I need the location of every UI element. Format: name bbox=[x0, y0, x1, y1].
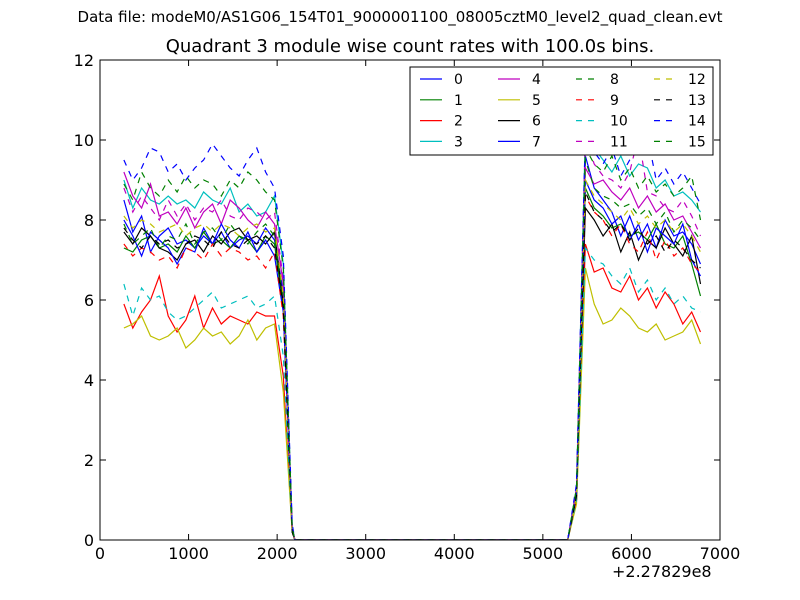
x-tick-label: 6000 bbox=[611, 544, 652, 563]
legend-label-10: 10 bbox=[610, 114, 628, 130]
legend-label-8: 8 bbox=[610, 72, 619, 88]
legend-label-4: 4 bbox=[532, 72, 541, 88]
legend-label-13: 13 bbox=[688, 93, 706, 109]
series-line-15 bbox=[123, 145, 702, 540]
x-tick-label: 2000 bbox=[257, 544, 298, 563]
suptitle: Data file: modeM0/AS1G06_154T01_90000011… bbox=[77, 8, 723, 26]
series-line-4 bbox=[123, 165, 702, 540]
x-tick-label: 7000 bbox=[700, 544, 741, 563]
x-tick-label: 1000 bbox=[168, 544, 209, 563]
legend-label-3: 3 bbox=[454, 134, 463, 150]
y-tick-label: 10 bbox=[74, 131, 94, 150]
x-offset-label: +2.27829e8 bbox=[612, 562, 712, 581]
legend-box bbox=[409, 66, 714, 156]
legend-label-14: 14 bbox=[688, 114, 706, 130]
series-line-9 bbox=[123, 193, 701, 540]
legend-label-0: 0 bbox=[454, 72, 463, 88]
x-tick-label: 3000 bbox=[345, 544, 386, 563]
legend-label-11: 11 bbox=[610, 134, 628, 150]
series-line-13 bbox=[123, 191, 701, 540]
y-tick-label: 2 bbox=[84, 451, 94, 470]
legend-label-7: 7 bbox=[532, 134, 541, 150]
legend-label-2: 2 bbox=[454, 114, 463, 130]
y-tick-label: 8 bbox=[84, 211, 94, 230]
series-line-10 bbox=[123, 246, 701, 540]
x-tick-label: 0 bbox=[95, 544, 105, 563]
legend-label-5: 5 bbox=[532, 93, 541, 109]
series-line-7 bbox=[123, 179, 702, 540]
series-line-12 bbox=[123, 177, 702, 540]
series-line-5 bbox=[123, 267, 702, 540]
series-line-6 bbox=[123, 206, 702, 540]
chart-title: Quadrant 3 module wise count rates with … bbox=[165, 36, 655, 57]
series-line-2 bbox=[123, 243, 702, 540]
legend-label-1: 1 bbox=[454, 93, 463, 109]
series-line-11 bbox=[123, 135, 702, 540]
y-tick-label: 4 bbox=[84, 371, 94, 390]
series-line-0 bbox=[123, 155, 702, 540]
legend-label-6: 6 bbox=[532, 114, 541, 130]
series-line-8 bbox=[123, 159, 701, 540]
x-tick-label: 5000 bbox=[522, 544, 563, 563]
y-tick-label: 6 bbox=[84, 291, 94, 310]
series-line-14 bbox=[123, 131, 702, 540]
y-tick-label: 12 bbox=[74, 51, 94, 70]
legend-label-9: 9 bbox=[610, 93, 619, 109]
legend-label-15: 15 bbox=[688, 134, 706, 150]
legend-label-12: 12 bbox=[688, 72, 706, 88]
y-tick-label: 0 bbox=[84, 531, 94, 550]
x-tick-label: 4000 bbox=[434, 544, 475, 563]
